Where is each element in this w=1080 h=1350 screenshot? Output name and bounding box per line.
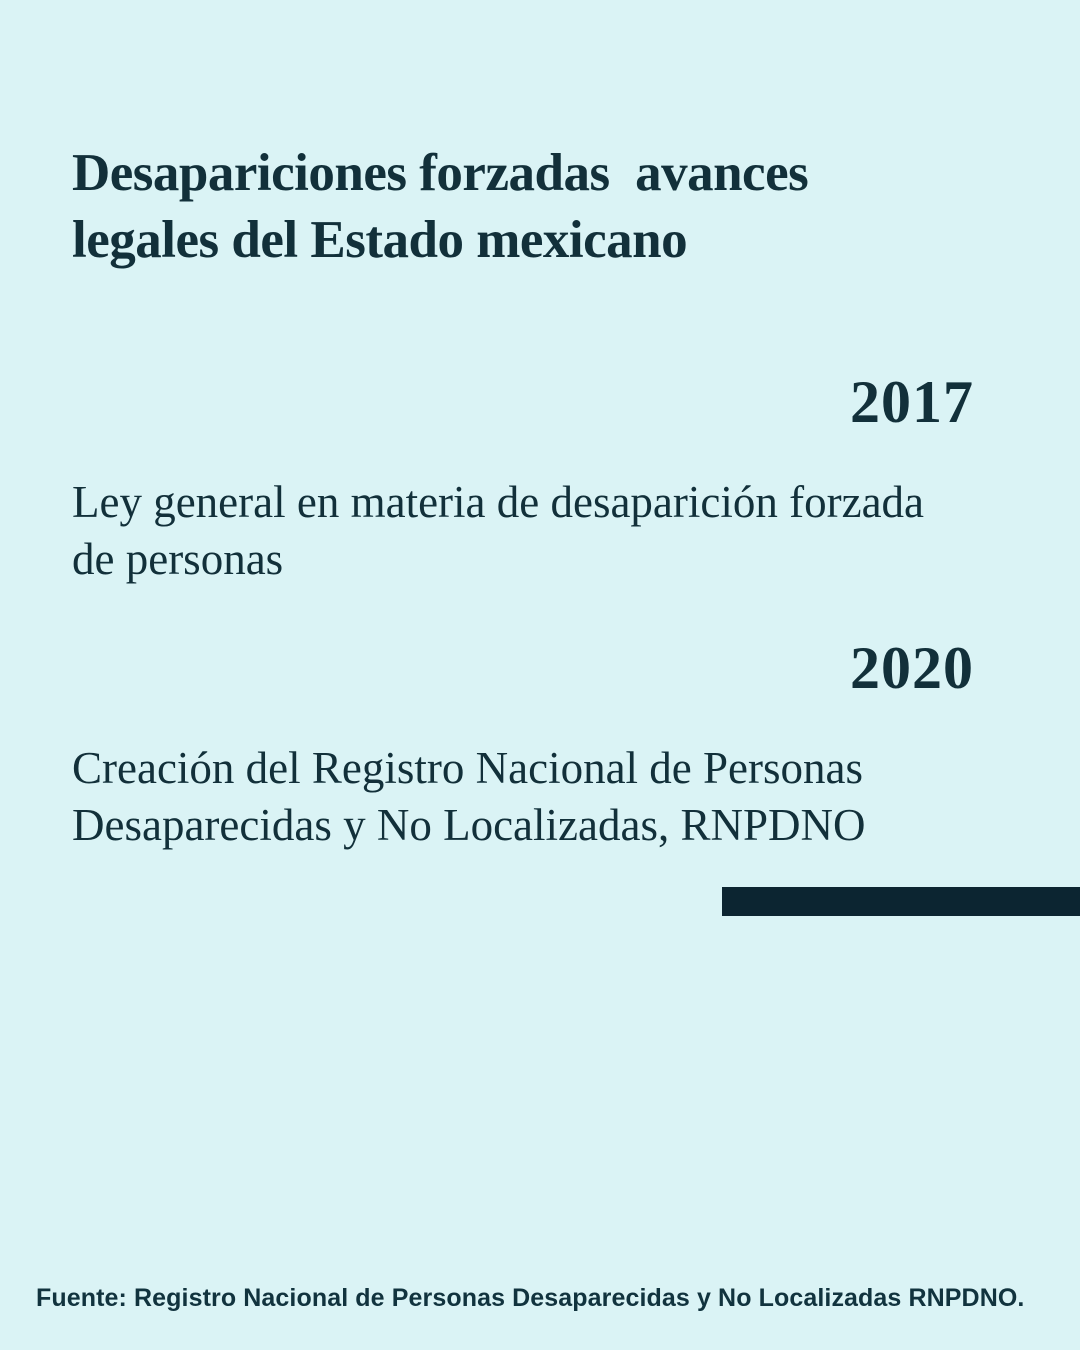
timeline-year-2017: 2017 — [850, 369, 974, 435]
timeline-year-2020: 2020 — [850, 635, 974, 701]
accent-divider-bar — [722, 887, 1080, 916]
timeline-entry-2017-description: Ley general en materia de desaparición f… — [72, 477, 925, 584]
source-note: Fuente: Registro Nacional de Personas De… — [36, 1284, 1025, 1312]
timeline-entry-2020-description: Creación del Registro Nacional de Person… — [72, 743, 866, 850]
page-title: Desapariciones forzadas avances legales … — [72, 144, 809, 269]
